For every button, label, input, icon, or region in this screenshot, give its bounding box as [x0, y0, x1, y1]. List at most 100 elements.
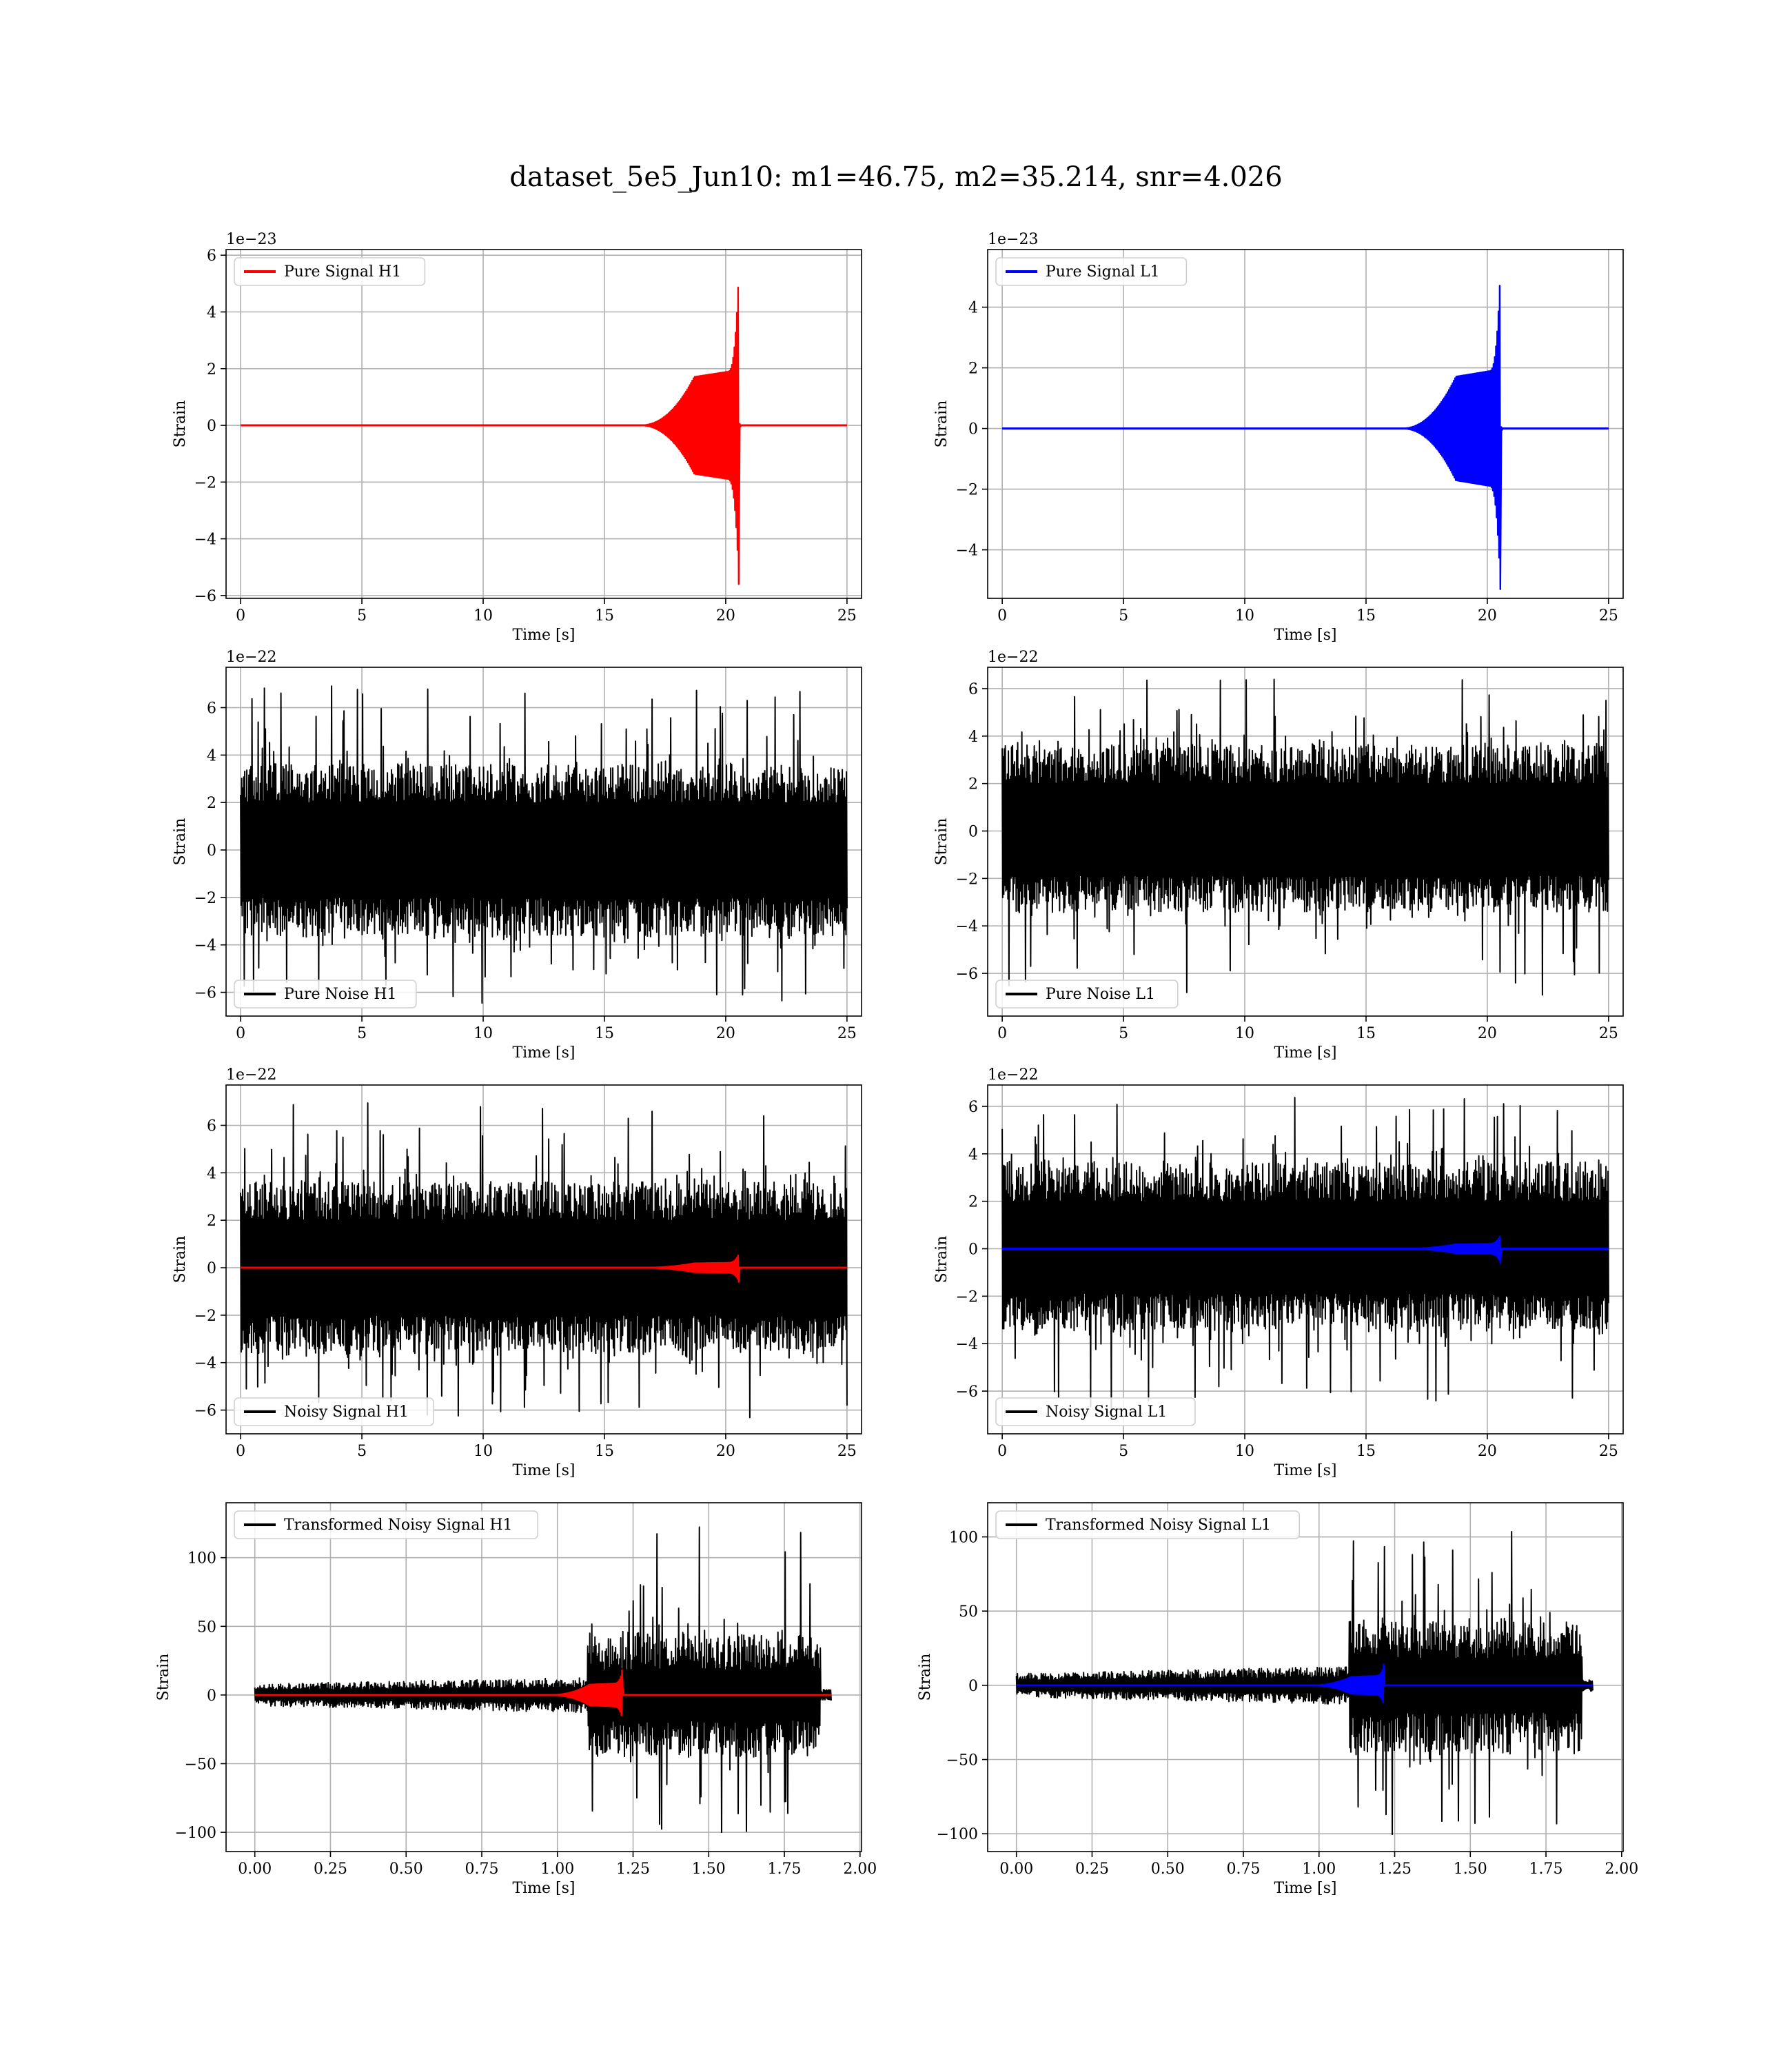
x-axis-label: Time [s] — [1274, 1880, 1336, 1897]
x-tick-label: 0.50 — [1151, 1861, 1185, 1878]
y-tick-label: 0 — [207, 842, 216, 860]
x-tick-label: 15 — [1356, 607, 1376, 625]
x-tick-label: 0 — [236, 1443, 245, 1460]
x-tick-label: 5 — [357, 607, 367, 625]
y-tick-label: −6 — [194, 588, 216, 605]
y-tick-label: −100 — [175, 1825, 216, 1842]
axes-frame — [225, 249, 862, 599]
x-axis-label: Time [s] — [512, 627, 575, 644]
y-tick-label: 2 — [207, 361, 216, 378]
y-tick-label: 4 — [968, 300, 978, 317]
y-axis-label: Strain — [155, 1654, 172, 1701]
y-tick-label: 0 — [968, 1241, 978, 1259]
y-tick-label: 4 — [207, 1165, 216, 1182]
x-tick-label: 1.25 — [616, 1861, 650, 1878]
legend-box — [995, 257, 1188, 286]
y-axis-label: Strain — [933, 1236, 950, 1284]
series-line-pure-signal-h1 — [240, 286, 847, 585]
subplot-transformed-l1: 0.00 0.25 0.50 0.75 1.00 1.25 1.50 1.75 2.00 −100… — [917, 1502, 1638, 1897]
axis-offset-label: 1e−22 — [226, 649, 276, 666]
series-group — [1015, 1531, 1594, 1836]
x-tick-label: 25 — [1599, 1025, 1618, 1042]
x-tick-label: 0 — [997, 1443, 1007, 1460]
x-tick-label: 10 — [474, 1443, 493, 1460]
y-tick-label: 4 — [968, 729, 978, 746]
y-tick-label: 4 — [207, 747, 216, 764]
series-line-transformed-noisy-signal-l1 — [1015, 1531, 1594, 1836]
subplot-pure-noise-h1: 0 5 10 15 20 25 −6 −4 −2 0 2 4 6 Time [s] Strain 1e−22 P… — [172, 649, 862, 1062]
y-tick-label: 6 — [968, 681, 978, 698]
y-axis-label: Strain — [933, 818, 950, 866]
x-tick-label: 5 — [1119, 1443, 1128, 1460]
series-line-pure-signal-l1 — [1001, 285, 1609, 590]
y-tick-label: 0 — [207, 418, 216, 435]
y-tick-label: 100 — [949, 1530, 978, 1547]
legend: Noisy Signal L1 — [995, 1397, 1196, 1426]
x-tick-label: 1.25 — [1378, 1861, 1412, 1878]
axes-frame — [225, 1084, 862, 1435]
axis-offset-label: 1e−22 — [226, 1066, 276, 1084]
y-tick-label: −2 — [194, 1308, 216, 1325]
x-tick-label: 15 — [1356, 1025, 1376, 1042]
y-tick-label: 2 — [207, 1213, 216, 1230]
subplot-transformed-h1: 0.00 0.25 0.50 0.75 1.00 1.25 1.50 1.75 2.00 −100… — [155, 1502, 877, 1897]
y-tick-label: −6 — [956, 1383, 978, 1401]
legend-box — [995, 980, 1179, 1008]
x-tick-label: 0.25 — [1075, 1861, 1109, 1878]
legend-label: Transformed Noisy Signal H1 — [284, 1517, 513, 1534]
x-axis-label: Time [s] — [1274, 1044, 1336, 1062]
x-tick-label: 25 — [837, 1443, 857, 1460]
y-tick-label: −6 — [956, 966, 978, 983]
y-tick-label: 6 — [968, 1099, 978, 1116]
y-tick-label: −4 — [956, 543, 978, 560]
y-tick-label: −2 — [956, 482, 978, 499]
x-tick-label: 0.50 — [389, 1861, 423, 1878]
legend-box — [234, 980, 417, 1008]
y-tick-label: −4 — [194, 531, 216, 549]
x-tick-label: 0.00 — [238, 1861, 272, 1878]
x-tick-label: 15 — [595, 1025, 614, 1042]
axes-frame — [987, 667, 1624, 1017]
x-tick-label: 15 — [1356, 1443, 1376, 1460]
x-axis-label: Time [s] — [512, 1880, 575, 1897]
y-axis-label: Strain — [172, 1236, 189, 1284]
x-tick-label: 1.00 — [1302, 1861, 1336, 1878]
x-tick-label: 15 — [595, 607, 614, 625]
x-tick-label: 1.50 — [692, 1861, 726, 1878]
x-tick-label: 20 — [1478, 1025, 1497, 1042]
x-tick-label: 20 — [1478, 1443, 1497, 1460]
y-tick-label: 4 — [207, 305, 216, 322]
x-tick-label: 0 — [236, 1025, 245, 1042]
x-tick-label: 5 — [1119, 1025, 1128, 1042]
axis-offset-label: 1e−23 — [988, 231, 1038, 248]
series-line-pure-noise-l1 — [1001, 678, 1609, 996]
series-line-pure-noise-h1 — [240, 685, 848, 1004]
legend: Transformed Noisy Signal L1 — [995, 1510, 1301, 1539]
y-tick-label: −4 — [194, 1355, 216, 1372]
legend: Pure Signal H1 — [234, 257, 426, 286]
y-tick-label: −6 — [194, 985, 216, 1002]
axes-frame — [987, 1502, 1624, 1852]
x-tick-label: 0.75 — [1227, 1861, 1261, 1878]
x-axis-label: Time [s] — [512, 1462, 575, 1479]
y-tick-label: 2 — [207, 795, 216, 812]
y-tick-label: 0 — [207, 1260, 216, 1277]
y-tick-label: 0 — [968, 824, 978, 841]
series-group — [1001, 678, 1609, 996]
y-tick-label: −2 — [194, 890, 216, 907]
y-tick-label: −2 — [956, 1288, 978, 1306]
y-tick-label: 2 — [968, 1194, 978, 1211]
y-tick-label: 0 — [968, 1678, 978, 1695]
series-group — [1001, 1097, 1609, 1410]
x-tick-label: 2.00 — [1605, 1861, 1638, 1878]
x-tick-label: 0 — [997, 607, 1007, 625]
x-axis-label: Time [s] — [1274, 1462, 1336, 1479]
y-tick-label: 50 — [197, 1619, 216, 1636]
y-tick-label: −4 — [956, 918, 978, 935]
x-tick-label: 10 — [1235, 607, 1254, 625]
y-tick-label: −2 — [194, 474, 216, 491]
y-tick-label: 2 — [968, 776, 978, 793]
x-axis-label: Time [s] — [512, 1044, 575, 1062]
